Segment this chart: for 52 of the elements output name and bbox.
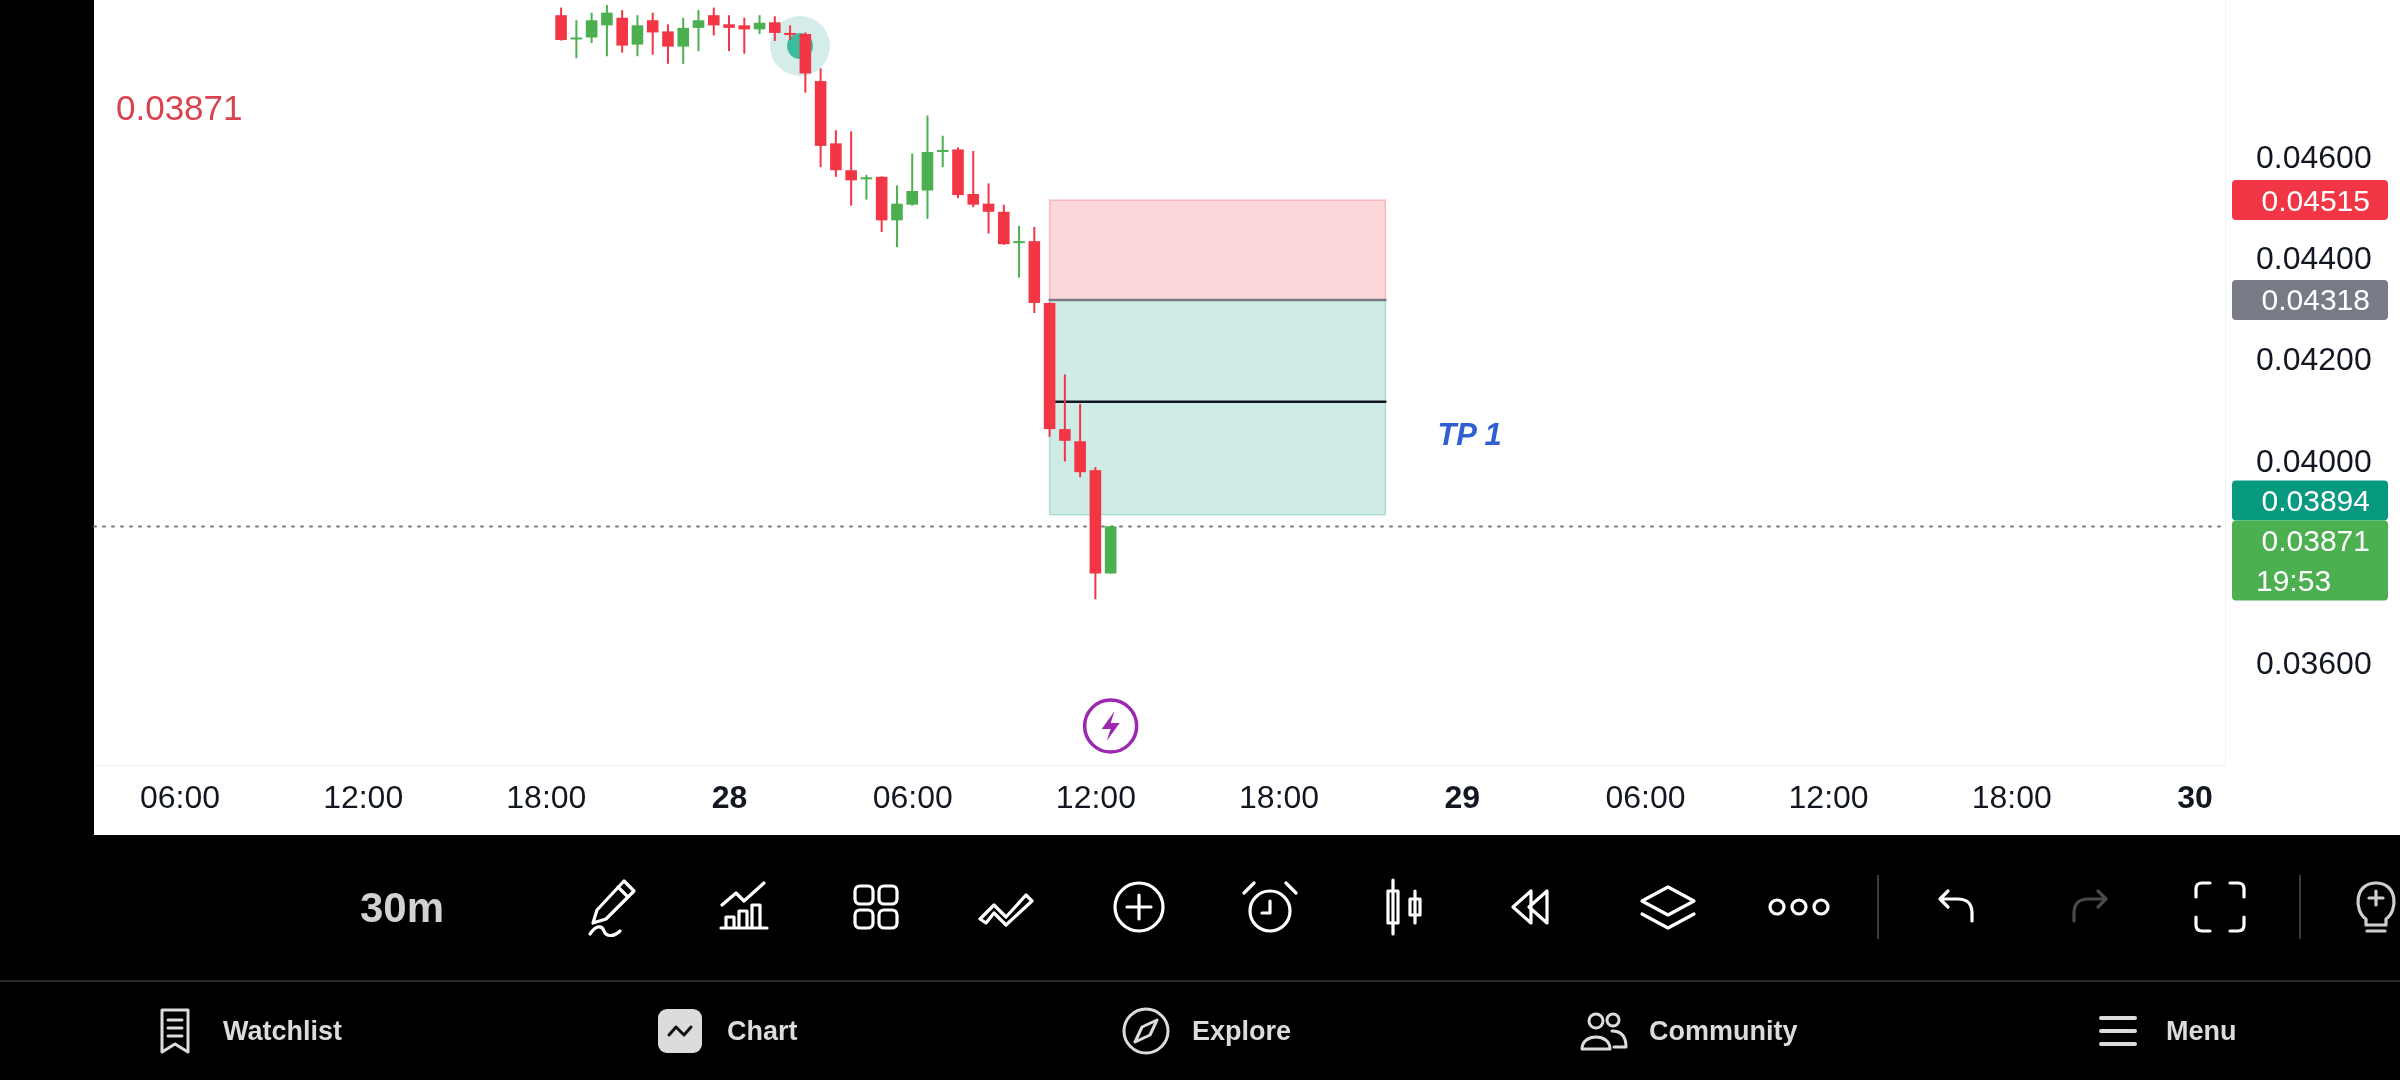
- x-tick-label: 29: [1444, 778, 1481, 815]
- y-tick-label: 0.04600: [2256, 138, 2372, 175]
- text: 19:53: [2256, 564, 2332, 598]
- candlestick: [585, 11, 598, 45]
- candlestick: [769, 15, 781, 43]
- candlestick: [936, 134, 949, 169]
- x-tick-label: 18:00: [1239, 778, 1320, 815]
- candlestick: [677, 16, 690, 65]
- annotation: TP 1: [1437, 416, 1502, 452]
- candlestick: [860, 173, 873, 201]
- candlestick: [692, 9, 705, 53]
- candlestick: [738, 16, 751, 55]
- ref-line-label: 0.03871: [2261, 524, 2370, 558]
- text: Community: [1649, 1016, 1798, 1047]
- y-tick-label: 0.04000: [2256, 442, 2372, 479]
- text: 30m: [360, 883, 445, 931]
- candlestick: [891, 184, 903, 249]
- x-tick-label: 30: [2177, 778, 2213, 815]
- candlestick: [784, 24, 796, 42]
- y-tick-label: 0.04200: [2256, 341, 2372, 378]
- text: Watchlist: [223, 1016, 343, 1047]
- x-tick-label: 12:00: [1788, 778, 1869, 815]
- x-tick-label: 06:00: [1605, 778, 1686, 815]
- x-tick-label: 28: [711, 778, 748, 815]
- candlestick: [631, 14, 644, 58]
- text: Menu: [2166, 1016, 2237, 1047]
- candlestick: [601, 4, 613, 58]
- x-tick-label: 12:00: [1055, 778, 1136, 815]
- candlestick: [982, 182, 995, 235]
- candlestick: [723, 14, 735, 53]
- text: Chart: [727, 1016, 798, 1047]
- candlestick: [707, 6, 720, 37]
- candlestick: [845, 130, 857, 207]
- candlestick: [1013, 224, 1025, 279]
- candlestick: [967, 149, 980, 209]
- x-tick-label: 18:00: [1971, 778, 2052, 815]
- candlestick: [1059, 373, 1071, 463]
- text: Explore: [1192, 1016, 1292, 1047]
- y-tick-label: 0.03600: [2256, 645, 2372, 682]
- candlestick: [646, 11, 659, 56]
- candlestick: [906, 152, 919, 207]
- annotation: 0.03871: [116, 88, 243, 128]
- x-tick-label: 06:00: [872, 778, 953, 815]
- x-tick-label: 06:00: [139, 778, 221, 815]
- text: 0.04318: [2261, 283, 2370, 317]
- candlestick: [662, 23, 674, 65]
- y-tick-label: 0.04400: [2256, 240, 2372, 277]
- candlestick: [570, 19, 583, 60]
- x-tick-label: 18:00: [506, 778, 587, 815]
- x-tick-label: 12:00: [323, 778, 404, 815]
- text: 0.03894: [2261, 484, 2370, 518]
- text: 0.04515: [2261, 183, 2370, 217]
